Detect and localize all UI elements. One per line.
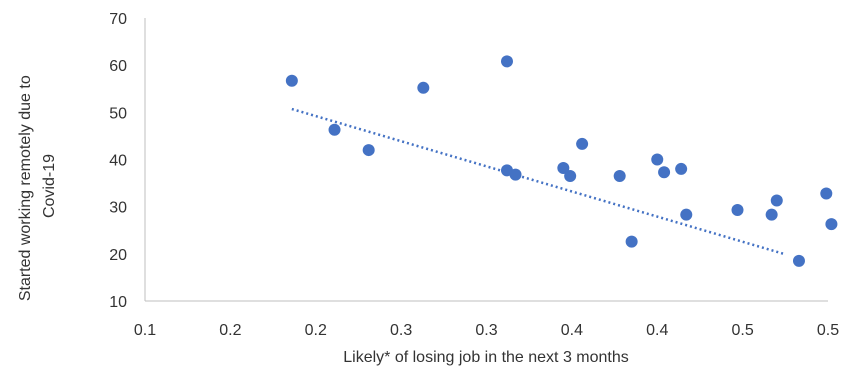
data-point [328, 123, 341, 136]
y-tick-label: 40 [109, 153, 127, 170]
x-tick-labels: 0.1 0.2 0.2 0.3 0.3 0.4 0.4 0.5 0.5 [134, 322, 839, 339]
x-tick-label: 0.4 [561, 322, 583, 339]
y-axis-title: Started working remotely due to Covid-19 [17, 71, 58, 301]
data-point [675, 162, 688, 175]
data-point [509, 168, 522, 181]
data-point [557, 161, 570, 174]
data-point [770, 194, 783, 207]
y-axis-title-line-2: Covid-19 [41, 154, 58, 218]
y-tick-label: 10 [109, 294, 127, 311]
y-tick-label: 70 [109, 11, 127, 28]
y-tick-labels: 10 20 30 40 50 60 70 [109, 11, 127, 311]
data-point [500, 55, 513, 68]
x-axis-title: Likely* of losing job in the next 3 mont… [343, 349, 629, 366]
y-axis-title-line-1: Started working remotely due to [17, 75, 34, 301]
x-tick-label: 0.3 [390, 322, 412, 339]
trendline [291, 107, 786, 256]
axes [144, 18, 828, 302]
y-tick-label: 30 [109, 200, 127, 217]
data-point [564, 170, 577, 183]
x-tick-label: 0.2 [305, 322, 327, 339]
data-point [285, 74, 298, 87]
x-tick-label: 0.3 [475, 322, 497, 339]
data-point [820, 187, 833, 200]
data-point [576, 137, 589, 150]
data-point [651, 153, 664, 166]
data-point [792, 254, 805, 267]
data-point [680, 208, 693, 221]
y-tick-label: 60 [109, 58, 127, 75]
x-tick-label: 0.2 [219, 322, 241, 339]
x-tick-label: 0.5 [732, 322, 754, 339]
x-tick-label: 0.5 [817, 322, 839, 339]
data-point [613, 170, 626, 183]
data-points [285, 55, 838, 267]
data-point [825, 218, 838, 231]
data-point [765, 208, 778, 221]
data-point [625, 235, 638, 248]
x-tick-label: 0.4 [646, 322, 668, 339]
data-point [731, 203, 744, 216]
x-tick-label: 0.1 [134, 322, 156, 339]
data-point [362, 144, 375, 157]
y-tick-label: 50 [109, 105, 127, 122]
data-point [417, 81, 430, 94]
data-point [658, 166, 671, 179]
y-tick-label: 20 [109, 247, 127, 264]
